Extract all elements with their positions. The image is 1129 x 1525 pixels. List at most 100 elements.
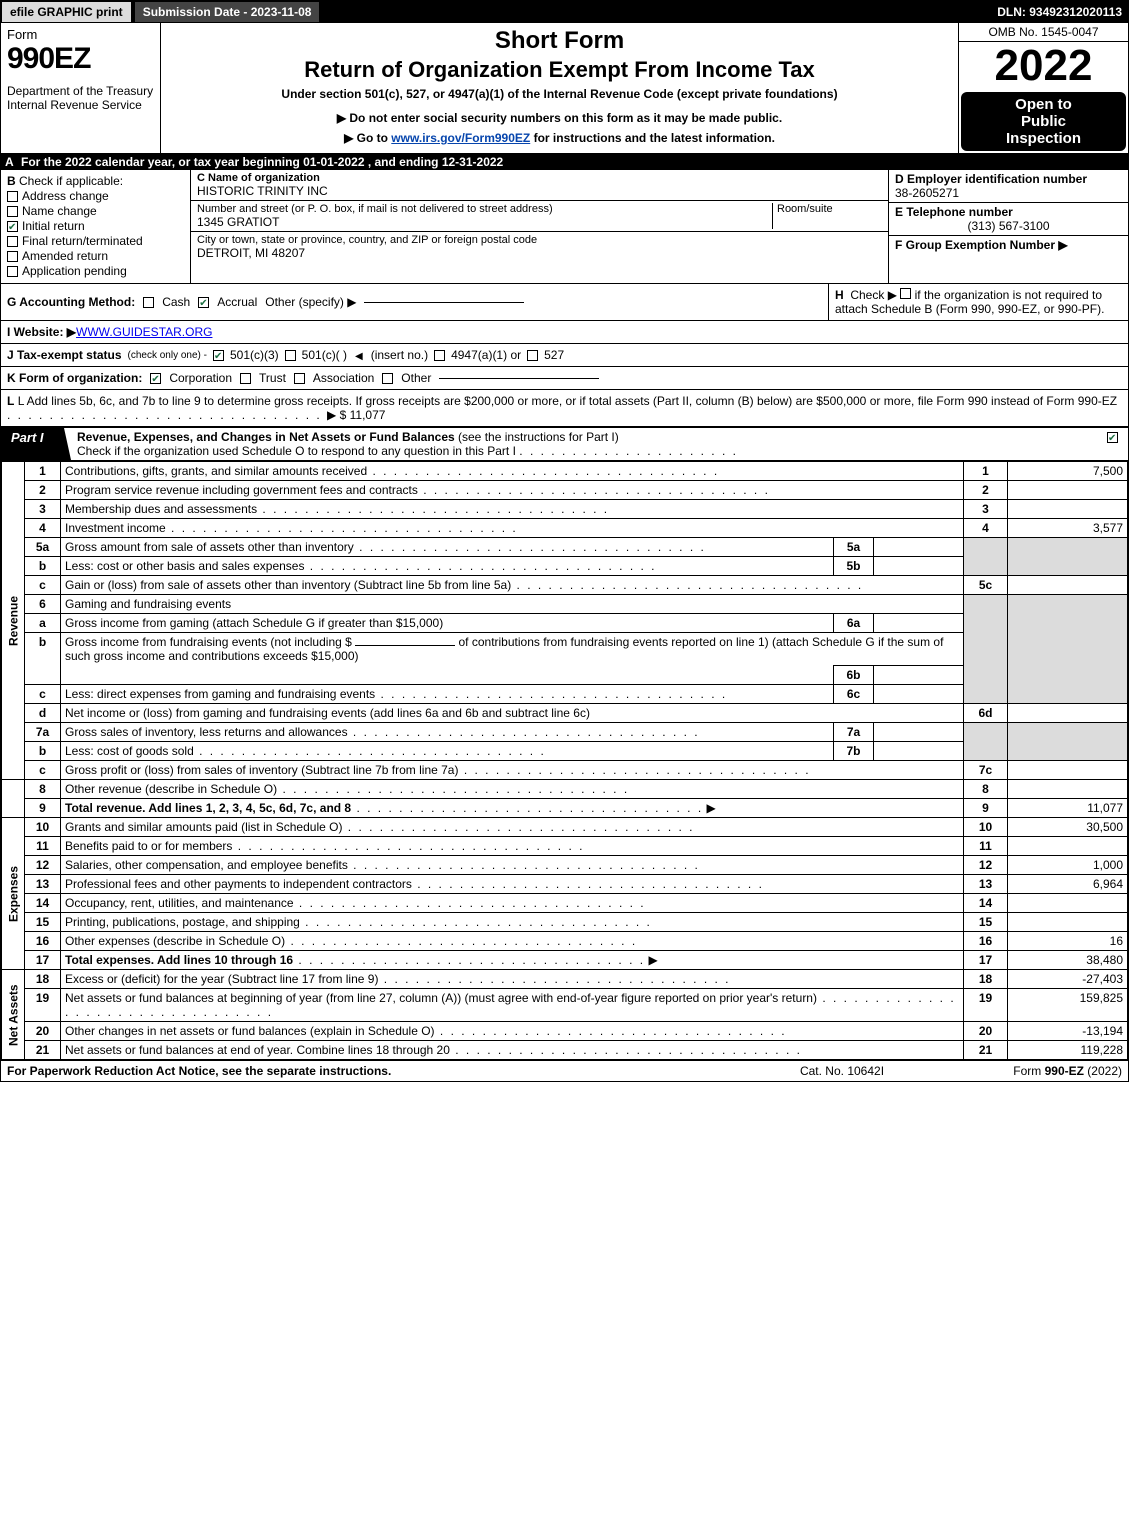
footer-form-b: 990-EZ xyxy=(1045,1064,1084,1078)
line-12-box: 12 xyxy=(964,856,1008,875)
line-21-box: 21 xyxy=(964,1041,1008,1060)
line-20-box: 20 xyxy=(964,1022,1008,1041)
efile-print-button[interactable]: efile GRAPHIC print xyxy=(1,1,132,23)
line-6d-box: 6d xyxy=(964,704,1008,723)
section-b-checkbox-4[interactable] xyxy=(7,251,18,262)
line-15-val xyxy=(1008,913,1128,932)
topbar: efile GRAPHIC print Submission Date - 20… xyxy=(1,1,1128,23)
goto-post: for instructions and the latest informat… xyxy=(530,131,775,145)
part-i-sub1: (see the instructions for Part I) xyxy=(458,430,619,444)
line-4-box: 4 xyxy=(964,519,1008,538)
section-gh: G Accounting Method: Cash Accrual Other … xyxy=(1,284,1128,321)
section-b-checkbox-3[interactable] xyxy=(7,236,18,247)
other-org-checkbox[interactable] xyxy=(382,373,393,384)
revenue-side-label: Revenue xyxy=(2,462,25,780)
line-6-desc: Gaming and fundraising events xyxy=(65,597,231,611)
line-6d-desc: Net income or (loss) from gaming and fun… xyxy=(65,706,590,720)
accrual-checkbox[interactable] xyxy=(198,297,209,308)
goto-pre: ▶ Go to xyxy=(344,131,391,145)
section-def: D Employer identification number 38-2605… xyxy=(888,170,1128,283)
line-9-num: 9 xyxy=(25,799,61,818)
line-7c-desc: Gross profit or (loss) from sales of inv… xyxy=(65,763,458,777)
website-label: I Website: ▶ xyxy=(7,325,76,339)
line-17-box: 17 xyxy=(964,951,1008,970)
expenses-side-label: Expenses xyxy=(2,818,25,970)
form-footer: For Paperwork Reduction Act Notice, see … xyxy=(1,1060,1128,1081)
corporation-checkbox[interactable] xyxy=(150,373,161,384)
4947-checkbox[interactable] xyxy=(434,350,445,361)
line-6-num: 6 xyxy=(25,595,61,614)
501c-checkbox[interactable] xyxy=(285,350,296,361)
section-b-title: Check if applicable: xyxy=(19,174,123,188)
line-6b-amount-input[interactable] xyxy=(355,645,455,646)
line-21-num: 21 xyxy=(25,1041,61,1060)
line-11-box: 11 xyxy=(964,837,1008,856)
other-specify-input[interactable] xyxy=(364,302,524,303)
line-5c-box: 5c xyxy=(964,576,1008,595)
line-14-val xyxy=(1008,894,1128,913)
line-2-box: 2 xyxy=(964,481,1008,500)
line-6c-sub: 6c xyxy=(834,685,874,704)
form-990ez: efile GRAPHIC print Submission Date - 20… xyxy=(0,0,1129,1082)
line-1-num: 1 xyxy=(25,462,61,481)
line-5c-val xyxy=(1008,576,1128,595)
part-i-checkbox[interactable] xyxy=(1107,432,1118,443)
other-org-input[interactable] xyxy=(439,378,599,379)
header-mid: Short Form Return of Organization Exempt… xyxy=(161,23,958,153)
open-to-public-badge: Open to Public Inspection xyxy=(961,92,1126,151)
527-checkbox[interactable] xyxy=(527,350,538,361)
section-b-checkbox-0[interactable] xyxy=(7,191,18,202)
open-l2: Public xyxy=(967,113,1120,130)
section-b-checkbox-2[interactable] xyxy=(7,221,18,232)
cash-checkbox[interactable] xyxy=(143,297,154,308)
line-8-desc: Other revenue (describe in Schedule O) xyxy=(65,782,277,796)
trust-checkbox[interactable] xyxy=(240,373,251,384)
line-6d-val xyxy=(1008,704,1128,723)
line-5b-num: b xyxy=(25,557,61,576)
line-17-num: 17 xyxy=(25,951,61,970)
line-5b-subval xyxy=(874,557,964,576)
line-6b-num: b xyxy=(25,633,61,685)
line-14-desc: Occupancy, rent, utilities, and maintena… xyxy=(65,896,294,910)
ssn-warning: ▶ Do not enter social security numbers o… xyxy=(169,111,950,125)
line-21-desc: Net assets or fund balances at end of ye… xyxy=(65,1043,450,1057)
527-label: 527 xyxy=(544,348,564,362)
line-2-val xyxy=(1008,481,1128,500)
line-5a-desc: Gross amount from sale of assets other t… xyxy=(65,540,354,554)
section-a-text: For the 2022 calendar year, or tax year … xyxy=(21,155,503,169)
line-12-desc: Salaries, other compensation, and employ… xyxy=(65,858,348,872)
section-l-text: L Add lines 5b, 6c, and 7b to line 9 to … xyxy=(18,394,1117,408)
dln-label: DLN: 93492312020113 xyxy=(991,3,1128,21)
section-b-checkbox-5[interactable] xyxy=(7,266,18,277)
room-label: Room/suite xyxy=(777,203,882,215)
line-5b-desc: Less: cost or other basis and sales expe… xyxy=(65,559,304,573)
501c3-checkbox[interactable] xyxy=(213,350,224,361)
line-6b-sub: 6b xyxy=(834,666,874,685)
h-checkbox[interactable] xyxy=(900,288,911,299)
taxexempt-sub: (check only one) - xyxy=(128,350,207,361)
line-20-desc: Other changes in net assets or fund bala… xyxy=(65,1024,435,1038)
section-a: AFor the 2022 calendar year, or tax year… xyxy=(1,154,1128,170)
department-label: Department of the Treasury Internal Reve… xyxy=(7,84,154,112)
line-1-box: 1 xyxy=(964,462,1008,481)
cash-label: Cash xyxy=(162,295,190,309)
line-6b-desc-pre: Gross income from fundraising events (no… xyxy=(65,635,352,649)
line-5b-sub: 5b xyxy=(834,557,874,576)
submission-date-button[interactable]: Submission Date - 2023-11-08 xyxy=(134,1,321,23)
taxexempt-label: J Tax-exempt status xyxy=(7,348,122,362)
line-7a-desc: Gross sales of inventory, less returns a… xyxy=(65,725,348,739)
irs-link[interactable]: www.irs.gov/Form990EZ xyxy=(391,131,530,145)
section-b-label-2: Initial return xyxy=(22,219,85,233)
line-10-val: 30,500 xyxy=(1008,818,1128,837)
501c3-label: 501(c)(3) xyxy=(230,348,279,362)
line-6c-desc: Less: direct expenses from gaming and fu… xyxy=(65,687,375,701)
website-link[interactable]: WWW.GUIDESTAR.ORG xyxy=(76,325,212,339)
association-checkbox[interactable] xyxy=(294,373,305,384)
line-8-val xyxy=(1008,780,1128,799)
line-3-desc: Membership dues and assessments xyxy=(65,502,257,516)
section-b-checkbox-1[interactable] xyxy=(7,206,18,217)
line-13-num: 13 xyxy=(25,875,61,894)
line-4-desc: Investment income xyxy=(65,521,166,535)
line-7c-box: 7c xyxy=(964,761,1008,780)
section-b-label-1: Name change xyxy=(22,204,97,218)
